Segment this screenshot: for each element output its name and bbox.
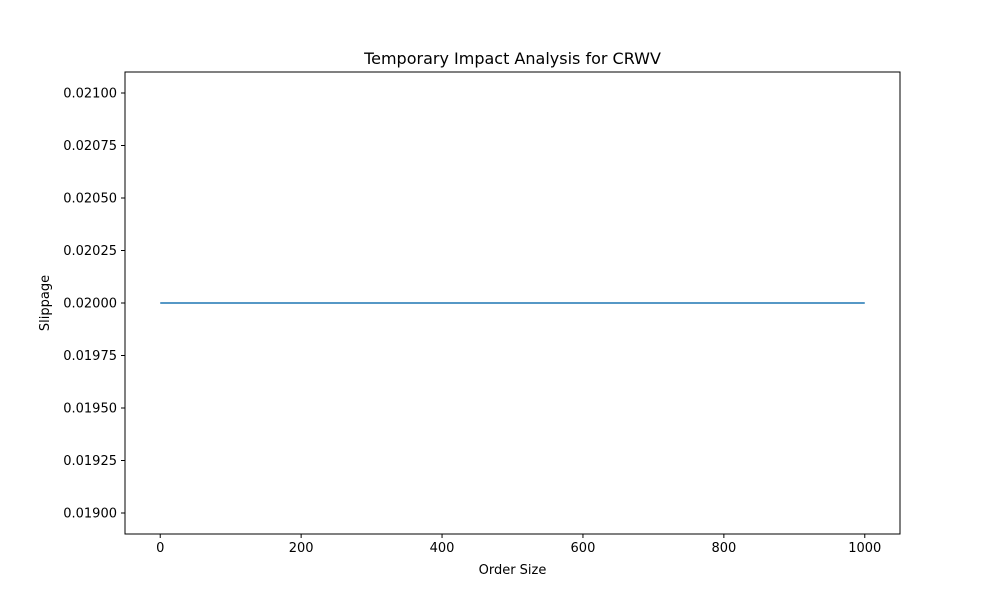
x-axis-ticks: 0 200 400 600 800 1000 [156,534,881,556]
x-tick-label: 400 [430,541,455,556]
x-tick-label: 200 [289,541,314,556]
x-tick-label: 0 [156,541,164,556]
y-tick-label: 0.02100 [63,87,117,102]
x-tick-label: 600 [571,541,596,556]
y-tick-label: 0.01900 [63,507,117,522]
y-axis-label: Slippage [38,275,53,331]
y-tick-label: 0.01925 [63,454,117,469]
x-axis-label: Order Size [479,563,547,578]
y-tick-label: 0.01975 [63,349,117,364]
y-axis-ticks: 0.01900 0.01925 0.01950 0.01975 0.02000 0.020… [63,87,125,522]
y-tick-label: 0.02075 [63,139,117,154]
chart-title: Temporary Impact Analysis for CRWV [363,49,661,68]
y-tick-label: 0.02025 [63,244,117,259]
x-tick-label: 800 [711,541,736,556]
axes-frame [124,71,901,535]
y-tick-label: 0.02050 [63,192,117,207]
x-tick-label: 1000 [848,541,881,556]
y-tick-label: 0.02000 [63,297,117,312]
y-tick-label: 0.01950 [63,402,117,417]
